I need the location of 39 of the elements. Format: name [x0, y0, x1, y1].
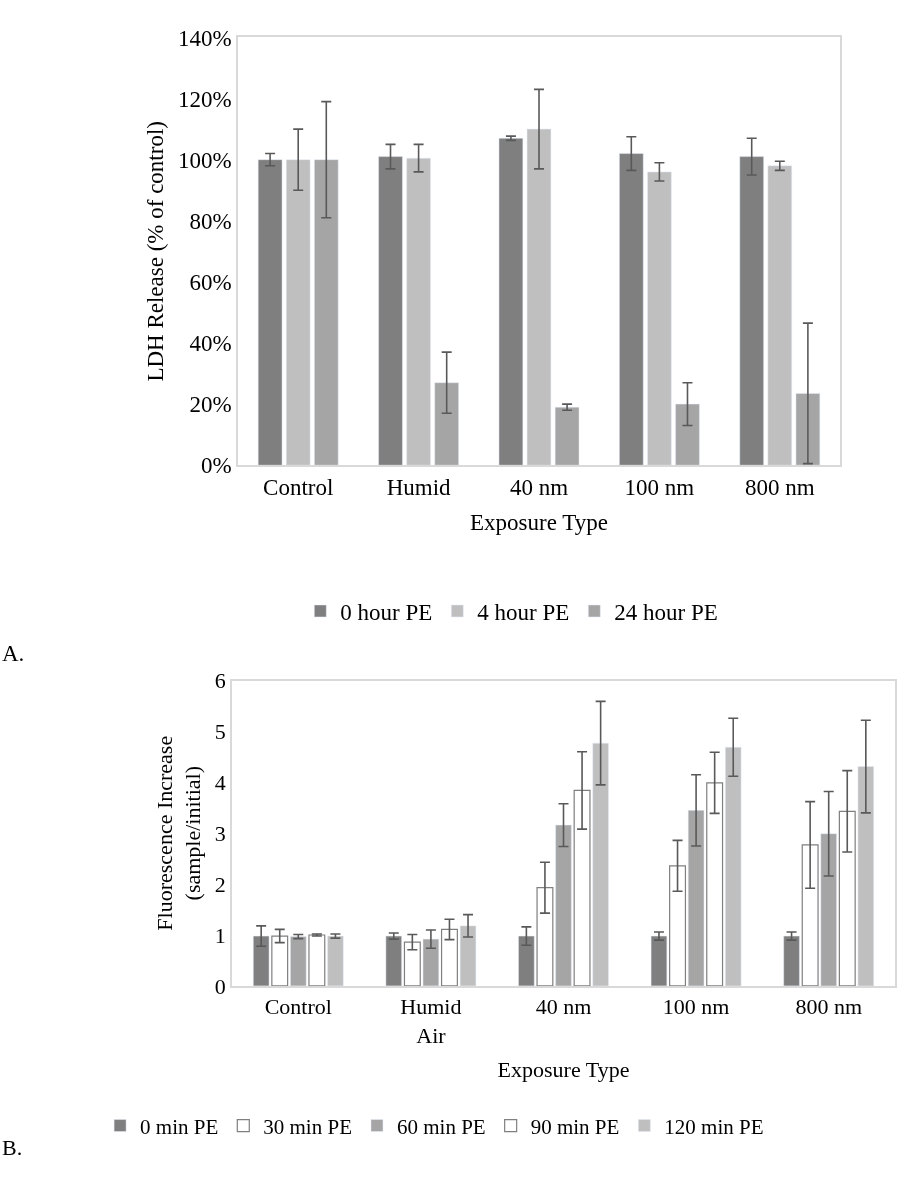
x-axis-title: Exposure Type [470, 509, 608, 535]
y-tick-label: 5 [214, 719, 226, 745]
x-tick-label: 100 nm [662, 994, 730, 1020]
y-axis-title: Fluorescence Increase (sample/initial) [151, 735, 206, 931]
y-axis-title: LDH Release (% of control) [142, 121, 168, 382]
x-tick-label: Control [264, 994, 332, 1020]
y-tick-label: 0 [214, 973, 226, 999]
x-tick-label: 800 nm [744, 474, 815, 500]
x-tick-label: 100 nm [624, 474, 695, 500]
x-tick-label: 40 nm [509, 474, 569, 500]
y-tick-label: 4 [214, 770, 226, 796]
x-axis-title: Exposure Type [497, 1057, 630, 1083]
x-tick-label: Humid [386, 474, 452, 500]
y-tick-label: 140% [177, 25, 232, 51]
text: A. [2, 641, 25, 666]
legend-label: 24 hour PE [614, 599, 718, 625]
legend-label: 120 min PE [664, 1114, 764, 1139]
legend-label: 0 min PE [140, 1114, 219, 1139]
y-tick-label: 2 [214, 871, 226, 897]
x-tick-label: 800 nm [795, 994, 863, 1020]
x-tick-label: Humid Air [400, 994, 462, 1048]
legend-label: 60 min PE [396, 1114, 486, 1139]
y-tick-label: 20% [189, 392, 232, 418]
y-tick-label: 1 [214, 922, 226, 948]
legend-label: 30 min PE [263, 1114, 352, 1139]
y-tick-label: 6 [214, 668, 226, 694]
legend-label: 4 hour PE [477, 599, 570, 625]
legend-label: 90 min PE [530, 1114, 620, 1139]
y-tick-label: 100% [177, 147, 232, 173]
y-tick-label: 3 [214, 820, 226, 846]
legend-label: 0 hour PE [340, 599, 433, 625]
x-tick-label: 40 nm [535, 994, 592, 1020]
x-tick-label: Control [263, 474, 334, 500]
y-tick-label: 0% [200, 453, 232, 479]
text: B. [2, 1135, 23, 1160]
y-tick-label: 60% [189, 269, 232, 295]
y-tick-label: 120% [177, 86, 232, 112]
y-tick-label: 80% [189, 208, 232, 234]
y-tick-label: 40% [189, 331, 232, 357]
